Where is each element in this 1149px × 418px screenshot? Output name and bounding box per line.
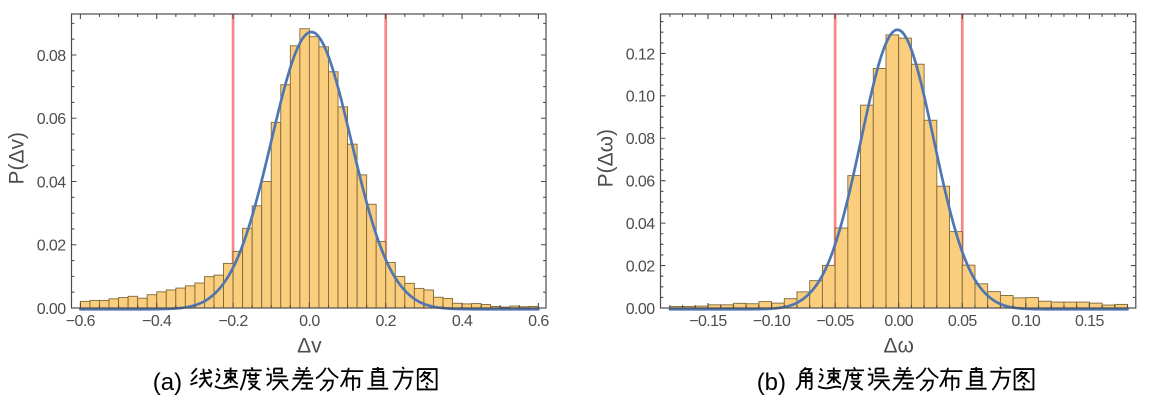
- svg-text:0.00: 0.00: [626, 301, 655, 318]
- svg-text:−0.2: −0.2: [219, 313, 249, 330]
- svg-text:P(Δv): P(Δv): [6, 132, 29, 185]
- svg-text:−0.10: −0.10: [753, 313, 791, 330]
- svg-text:−0.6: −0.6: [66, 313, 96, 330]
- svg-text:0.00: 0.00: [884, 313, 913, 330]
- svg-text:0.05: 0.05: [948, 313, 977, 330]
- svg-text:0.2: 0.2: [375, 313, 396, 330]
- svg-text:0.15: 0.15: [1075, 313, 1104, 330]
- svg-text:0.02: 0.02: [37, 238, 66, 255]
- svg-text:0.04: 0.04: [37, 174, 66, 191]
- svg-text:0.06: 0.06: [37, 111, 66, 128]
- svg-text:0.4: 0.4: [452, 313, 473, 330]
- svg-text:0.0: 0.0: [299, 313, 320, 330]
- svg-text:0.08: 0.08: [626, 131, 655, 148]
- svg-text:0.02: 0.02: [626, 259, 655, 276]
- svg-text:0.10: 0.10: [1011, 313, 1040, 330]
- svg-text:−0.05: −0.05: [816, 313, 854, 330]
- svg-text:P(Δω): P(Δω): [595, 129, 618, 187]
- svg-text:(b): (b): [757, 369, 786, 396]
- svg-text:0.12: 0.12: [626, 46, 655, 63]
- svg-text:0.00: 0.00: [37, 301, 66, 318]
- svg-text:0.6: 0.6: [528, 313, 549, 330]
- svg-text:0.10: 0.10: [626, 89, 655, 106]
- svg-text:(a): (a): [153, 369, 182, 396]
- svg-text:−0.15: −0.15: [689, 313, 727, 330]
- svg-text:Δv: Δv: [297, 335, 322, 358]
- svg-text:−0.4: −0.4: [142, 313, 172, 330]
- svg-text:0.04: 0.04: [626, 216, 655, 233]
- svg-text:Δω: Δω: [883, 335, 913, 358]
- svg-text:0.06: 0.06: [626, 174, 655, 191]
- svg-text:0.08: 0.08: [37, 48, 66, 65]
